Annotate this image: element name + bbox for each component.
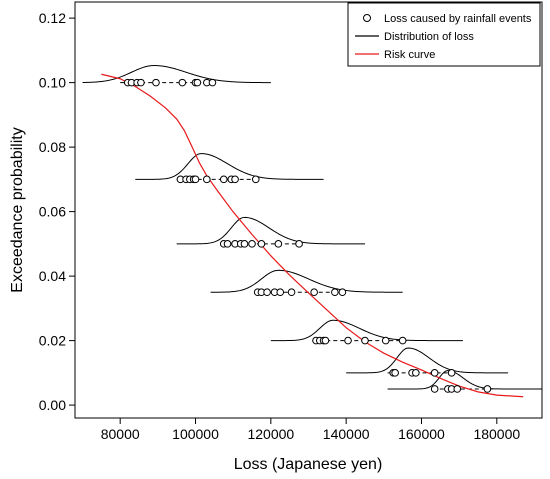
distribution-curve (176, 216, 365, 245)
x-axis-label: Loss (Japanese yen) (234, 456, 383, 473)
loss-point (274, 240, 283, 248)
loss-point (430, 385, 439, 393)
loss-point (310, 288, 318, 297)
loss-point (381, 336, 390, 345)
loss-point (219, 175, 228, 184)
x-tick-label: 120000 (247, 426, 294, 442)
legend: Loss caused by rainfall events Distribut… (347, 2, 541, 67)
loss-point (276, 288, 285, 297)
loss-point (257, 240, 266, 248)
loss-point (178, 78, 187, 87)
y-tick-label: 0.02 (39, 333, 66, 349)
distribution-curve (135, 153, 324, 180)
y-tick-label: 0.08 (39, 139, 66, 155)
loss-point (223, 240, 232, 248)
loss-point (483, 385, 492, 393)
y-tick-label: 0.04 (39, 268, 66, 284)
y-tick-label: 0.12 (39, 10, 66, 26)
loss-point (248, 240, 256, 248)
loss-point (191, 175, 200, 184)
distribution-curve (387, 370, 542, 390)
risk-curve-layer (101, 73, 524, 398)
legend-label-distribution: Distribution of loss (384, 31, 474, 43)
risk-curve (101, 73, 524, 398)
y-axis-label: Exceedance probability (9, 127, 26, 292)
loss-point (251, 175, 260, 184)
dashed-range-layer (120, 82, 494, 390)
loss-point (338, 288, 347, 297)
loss-point (203, 175, 211, 184)
legend-marker-loss-points (363, 14, 371, 22)
distribution-curve (82, 65, 271, 84)
x-tick-label: 180000 (473, 426, 520, 442)
distribution-curve (270, 319, 463, 342)
x-tick-label: 100000 (172, 426, 219, 442)
loss-point (361, 336, 369, 345)
loss-point (331, 288, 339, 297)
legend-label-loss-points: Loss caused by rainfall events (384, 13, 532, 25)
x-axis: 80000 100000 120000 140000 160000 180000 (101, 418, 520, 442)
loss-point (208, 78, 217, 87)
y-axis: 0.00 0.02 0.04 0.06 0.08 0.10 0.12 (39, 10, 75, 413)
loss-point (152, 78, 160, 87)
loss-point (193, 78, 202, 87)
distribution-curve (210, 269, 403, 293)
loss-point (263, 288, 271, 297)
distribution-layer (82, 65, 542, 390)
loss-point (430, 369, 439, 377)
loss-point (453, 385, 462, 393)
loss-point (447, 369, 456, 377)
loss-point (344, 336, 352, 345)
loss-point (412, 369, 420, 377)
loss-point (398, 336, 407, 345)
loss-points-layer (123, 78, 492, 393)
legend-label-risk-curve: Risk curve (384, 49, 435, 61)
x-tick-label: 140000 (323, 426, 370, 442)
y-tick-label: 0.06 (39, 204, 66, 220)
distribution-curve (346, 347, 509, 374)
loss-point (321, 336, 330, 345)
loss-point (240, 240, 249, 248)
x-tick-label: 160000 (398, 426, 445, 442)
loss-point (231, 175, 239, 184)
y-tick-label: 0.00 (39, 397, 66, 413)
loss-point (137, 78, 145, 87)
loss-point (391, 369, 399, 377)
loss-point (287, 288, 296, 297)
x-tick-label: 80000 (101, 426, 140, 442)
legend-box (347, 2, 541, 67)
loss-point (295, 240, 303, 248)
plot-frame (74, 1, 543, 419)
y-tick-label: 0.10 (39, 75, 66, 91)
